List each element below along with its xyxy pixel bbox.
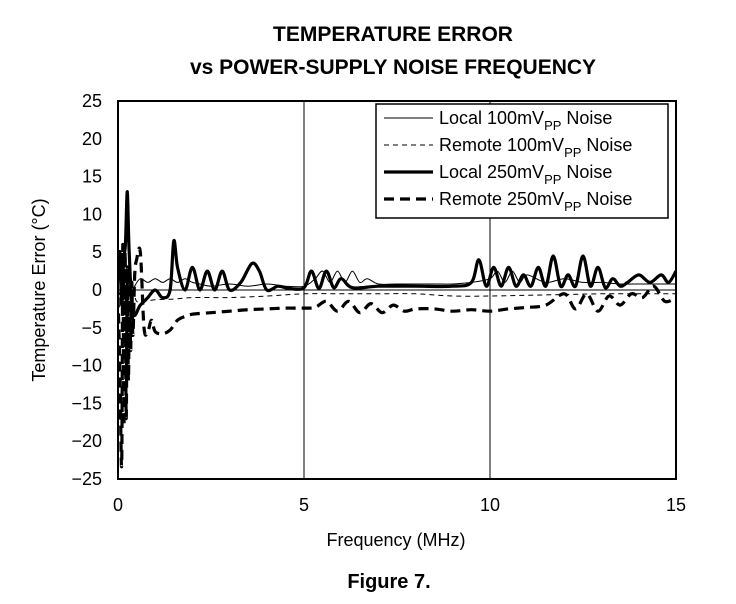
y-tick-label: −20 bbox=[71, 431, 102, 451]
y-tick-label: 25 bbox=[82, 91, 102, 111]
legend-label-1: Local 100mVPP Noise bbox=[439, 108, 612, 133]
y-tick-label: −10 bbox=[71, 356, 102, 376]
y-axis-label: Temperature Error (°C) bbox=[29, 198, 49, 381]
x-tick-label: 10 bbox=[480, 495, 500, 515]
legend-label-2: Remote 100mVPP Noise bbox=[439, 135, 632, 160]
y-tick-label: −5 bbox=[81, 318, 102, 338]
plot-area-frame bbox=[117, 100, 677, 480]
figure-caption: Figure 7. bbox=[347, 571, 430, 593]
series-line-4 bbox=[118, 242, 676, 469]
x-axis-label: Frequency (MHz) bbox=[326, 530, 465, 550]
legend-label-3: Local 250mVPP Noise bbox=[439, 162, 612, 187]
chart-title-line-2: vs POWER-SUPPLY NOISE FREQUENCY bbox=[190, 56, 596, 79]
y-tick-label: 10 bbox=[82, 204, 102, 224]
series-line-3 bbox=[118, 190, 676, 318]
y-tick-label: −25 bbox=[71, 469, 102, 489]
x-tick-label: 15 bbox=[666, 495, 686, 515]
x-axis-ticks: 0 5 10 15 bbox=[113, 495, 686, 515]
y-tick-label: 15 bbox=[82, 167, 102, 187]
series-line-1 bbox=[118, 266, 676, 306]
x-tick-label: 0 bbox=[113, 495, 123, 515]
legend-label-4: Remote 250mVPP Noise bbox=[439, 189, 632, 214]
y-tick-label: 5 bbox=[92, 242, 102, 262]
series-layer bbox=[118, 190, 676, 469]
y-tick-label: 20 bbox=[82, 129, 102, 149]
chart-title-line-1: TEMPERATURE ERROR bbox=[273, 23, 513, 46]
series-line-2 bbox=[118, 281, 676, 306]
legend-box bbox=[375, 103, 669, 219]
y-tick-label: −15 bbox=[71, 393, 102, 413]
y-axis-ticks: 25 20 15 10 5 0 −5 −10 −15 −20 −25 bbox=[71, 91, 102, 489]
x-tick-label: 5 bbox=[299, 495, 309, 515]
y-tick-label: 0 bbox=[92, 280, 102, 300]
